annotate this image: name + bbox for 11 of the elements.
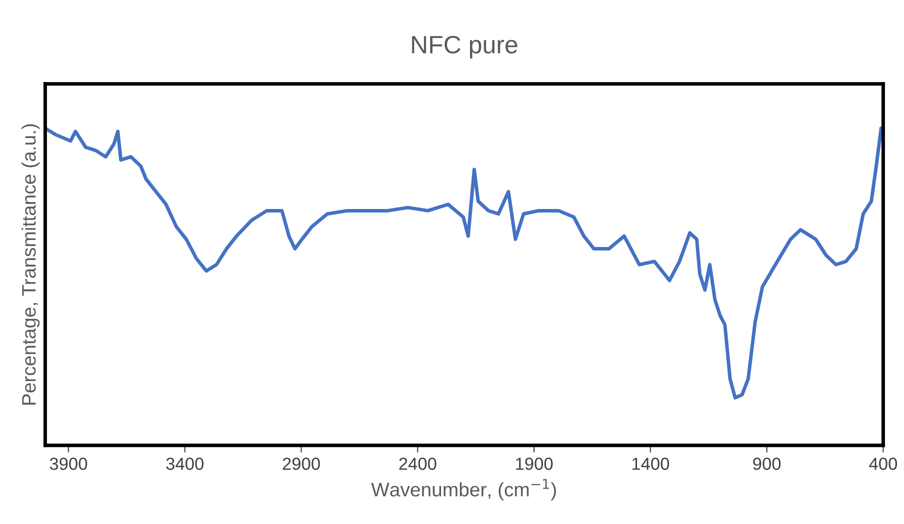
x-tick-label: 400 bbox=[869, 458, 898, 470]
y-axis-title: Percentage, Transmittance (a.u.) bbox=[22, 124, 40, 405]
chart-title: NFC pure bbox=[412, 36, 518, 58]
x-tick-label: 1400 bbox=[632, 458, 670, 470]
x-tick-label: 3900 bbox=[50, 458, 88, 470]
x-tick-label: 2900 bbox=[282, 458, 320, 470]
x-axis-title: Wavenumber, (cm$^{−1}$) bbox=[371, 478, 556, 500]
x-tick-label: 3400 bbox=[166, 458, 204, 470]
x-tick-label: 900 bbox=[753, 458, 781, 470]
x-tick-label: 1900 bbox=[516, 458, 553, 470]
x-tick-label: 2400 bbox=[399, 458, 436, 470]
